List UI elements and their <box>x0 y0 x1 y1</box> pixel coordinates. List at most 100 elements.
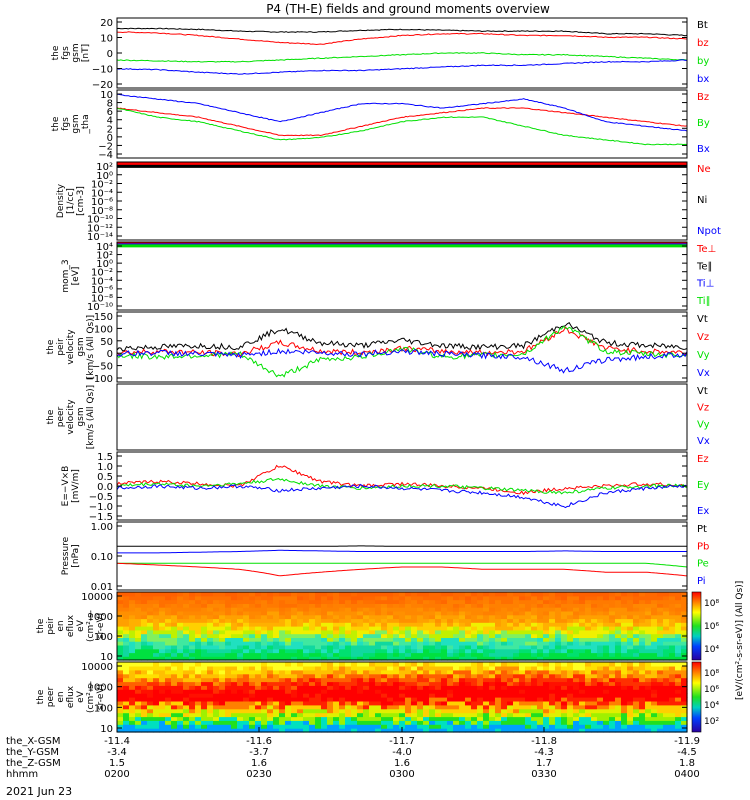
spectrogram-cell <box>603 716 610 721</box>
spectrogram-cell <box>471 712 478 718</box>
spectrogram-cell <box>585 595 592 601</box>
spectrogram-cell <box>237 669 244 675</box>
spectrogram-cell <box>525 673 532 679</box>
spectrogram-cell <box>285 673 292 679</box>
spectrogram-cell <box>531 677 538 683</box>
spectrogram-cell <box>621 724 628 729</box>
spectrogram-cell <box>309 665 316 671</box>
spectrogram-cell <box>261 656 268 661</box>
spectrogram-cell <box>501 669 508 675</box>
y-tick-label: 50 <box>100 337 113 348</box>
spectrogram-cell <box>141 622 148 627</box>
spectrogram-cell <box>177 720 184 725</box>
spectrogram-cell <box>213 728 220 733</box>
spectrogram-cell <box>333 673 340 679</box>
spectrogram-cell <box>141 629 148 635</box>
spectrogram-cell <box>441 648 448 654</box>
spectrogram-cell <box>327 685 334 690</box>
spectrogram-cell <box>669 603 676 608</box>
spectrogram-cell <box>435 673 442 679</box>
spectrogram-cell <box>375 629 382 635</box>
spectrogram-cell <box>651 693 658 698</box>
spectrogram-cell <box>525 665 532 671</box>
spectrogram-cell <box>267 592 274 597</box>
spectrogram-cell <box>519 677 526 683</box>
spectrogram-cell <box>249 677 256 683</box>
spectrogram-cell <box>579 689 586 694</box>
spectrogram-cell <box>531 656 538 661</box>
spectrogram-cell <box>381 681 388 686</box>
spectrogram-cell <box>459 595 466 601</box>
spectrogram-cell <box>507 720 514 725</box>
spectrogram-cell <box>273 644 280 650</box>
spectrogram-cell <box>261 607 268 612</box>
spectrogram-cell <box>621 728 628 733</box>
spectrogram-cell <box>465 716 472 721</box>
spectrogram-cell <box>129 633 136 638</box>
spectrogram-cell <box>561 673 568 679</box>
spectrogram-cell <box>147 689 154 694</box>
spectrogram-cell <box>483 665 490 671</box>
spectrogram-cell <box>183 720 190 725</box>
spectrogram-cell <box>135 592 142 597</box>
spectrogram-cell <box>477 712 484 718</box>
spectrogram-cell <box>621 599 628 604</box>
spectrogram-cell <box>147 704 154 710</box>
spectrogram-cell <box>417 610 424 616</box>
spectrogram-cell <box>147 595 154 601</box>
spectrogram-cell <box>195 720 202 725</box>
spectrogram-cell <box>567 693 574 698</box>
spectrogram-cell <box>663 728 670 733</box>
spectrogram-cell <box>183 603 190 608</box>
spectrogram-cell <box>417 685 424 690</box>
spectrogram-cell <box>291 656 298 661</box>
spectrogram-cell <box>369 610 376 616</box>
spectrogram-cell <box>651 708 658 714</box>
spectrogram-cell <box>489 648 496 654</box>
spectrogram-cell <box>621 708 628 714</box>
spectrogram-cell <box>495 622 502 627</box>
spectrogram-cell <box>645 665 652 671</box>
spectrogram-cell <box>309 656 316 661</box>
spectrogram-cell <box>393 644 400 650</box>
spectrogram-cell <box>117 689 124 694</box>
spectrogram-cell <box>255 697 262 702</box>
spectrogram-cell <box>165 712 172 718</box>
spectrogram-cell <box>603 724 610 729</box>
spectrogram-cell <box>339 704 346 710</box>
spectrogram-cell <box>603 607 610 612</box>
spectrogram-cell <box>585 644 592 650</box>
spectrogram-cell <box>441 607 448 612</box>
spectrogram-cell <box>531 644 538 650</box>
spectrogram-cell <box>537 716 544 721</box>
spectrogram-cell <box>501 610 508 616</box>
spectrogram-cell <box>501 720 508 725</box>
spectrogram-cell <box>219 704 226 710</box>
spectrogram-cell <box>141 644 148 650</box>
spectrogram-cell <box>477 614 484 620</box>
spectrogram-cell <box>627 656 634 661</box>
spectrogram-cell <box>495 677 502 683</box>
spectrogram-cell <box>147 607 154 612</box>
spectrogram-cell <box>195 665 202 671</box>
spectrogram-cell <box>513 662 520 667</box>
spectrogram-cell <box>297 708 304 714</box>
spectrogram-cell <box>369 724 376 729</box>
spectrogram-cell <box>135 599 142 604</box>
spectrogram-cell <box>591 689 598 694</box>
spectrogram-cell <box>321 637 328 642</box>
spectrogram-cell <box>513 728 520 733</box>
spectrogram-cell <box>363 697 370 702</box>
spectrogram-cell <box>423 665 430 671</box>
spectrogram-cell <box>231 689 238 694</box>
spectrogram-cell <box>603 614 610 620</box>
spectrogram-cell <box>573 603 580 608</box>
spectrogram-cell <box>309 704 316 710</box>
spectrogram-cell <box>465 665 472 671</box>
spectrogram-cell <box>207 595 214 601</box>
spectrogram-cell <box>447 648 454 654</box>
spectrogram-cell <box>561 700 568 706</box>
spectrogram-cell <box>123 673 130 679</box>
spectrogram-cell <box>117 693 124 698</box>
spectrogram-cell <box>555 607 562 612</box>
